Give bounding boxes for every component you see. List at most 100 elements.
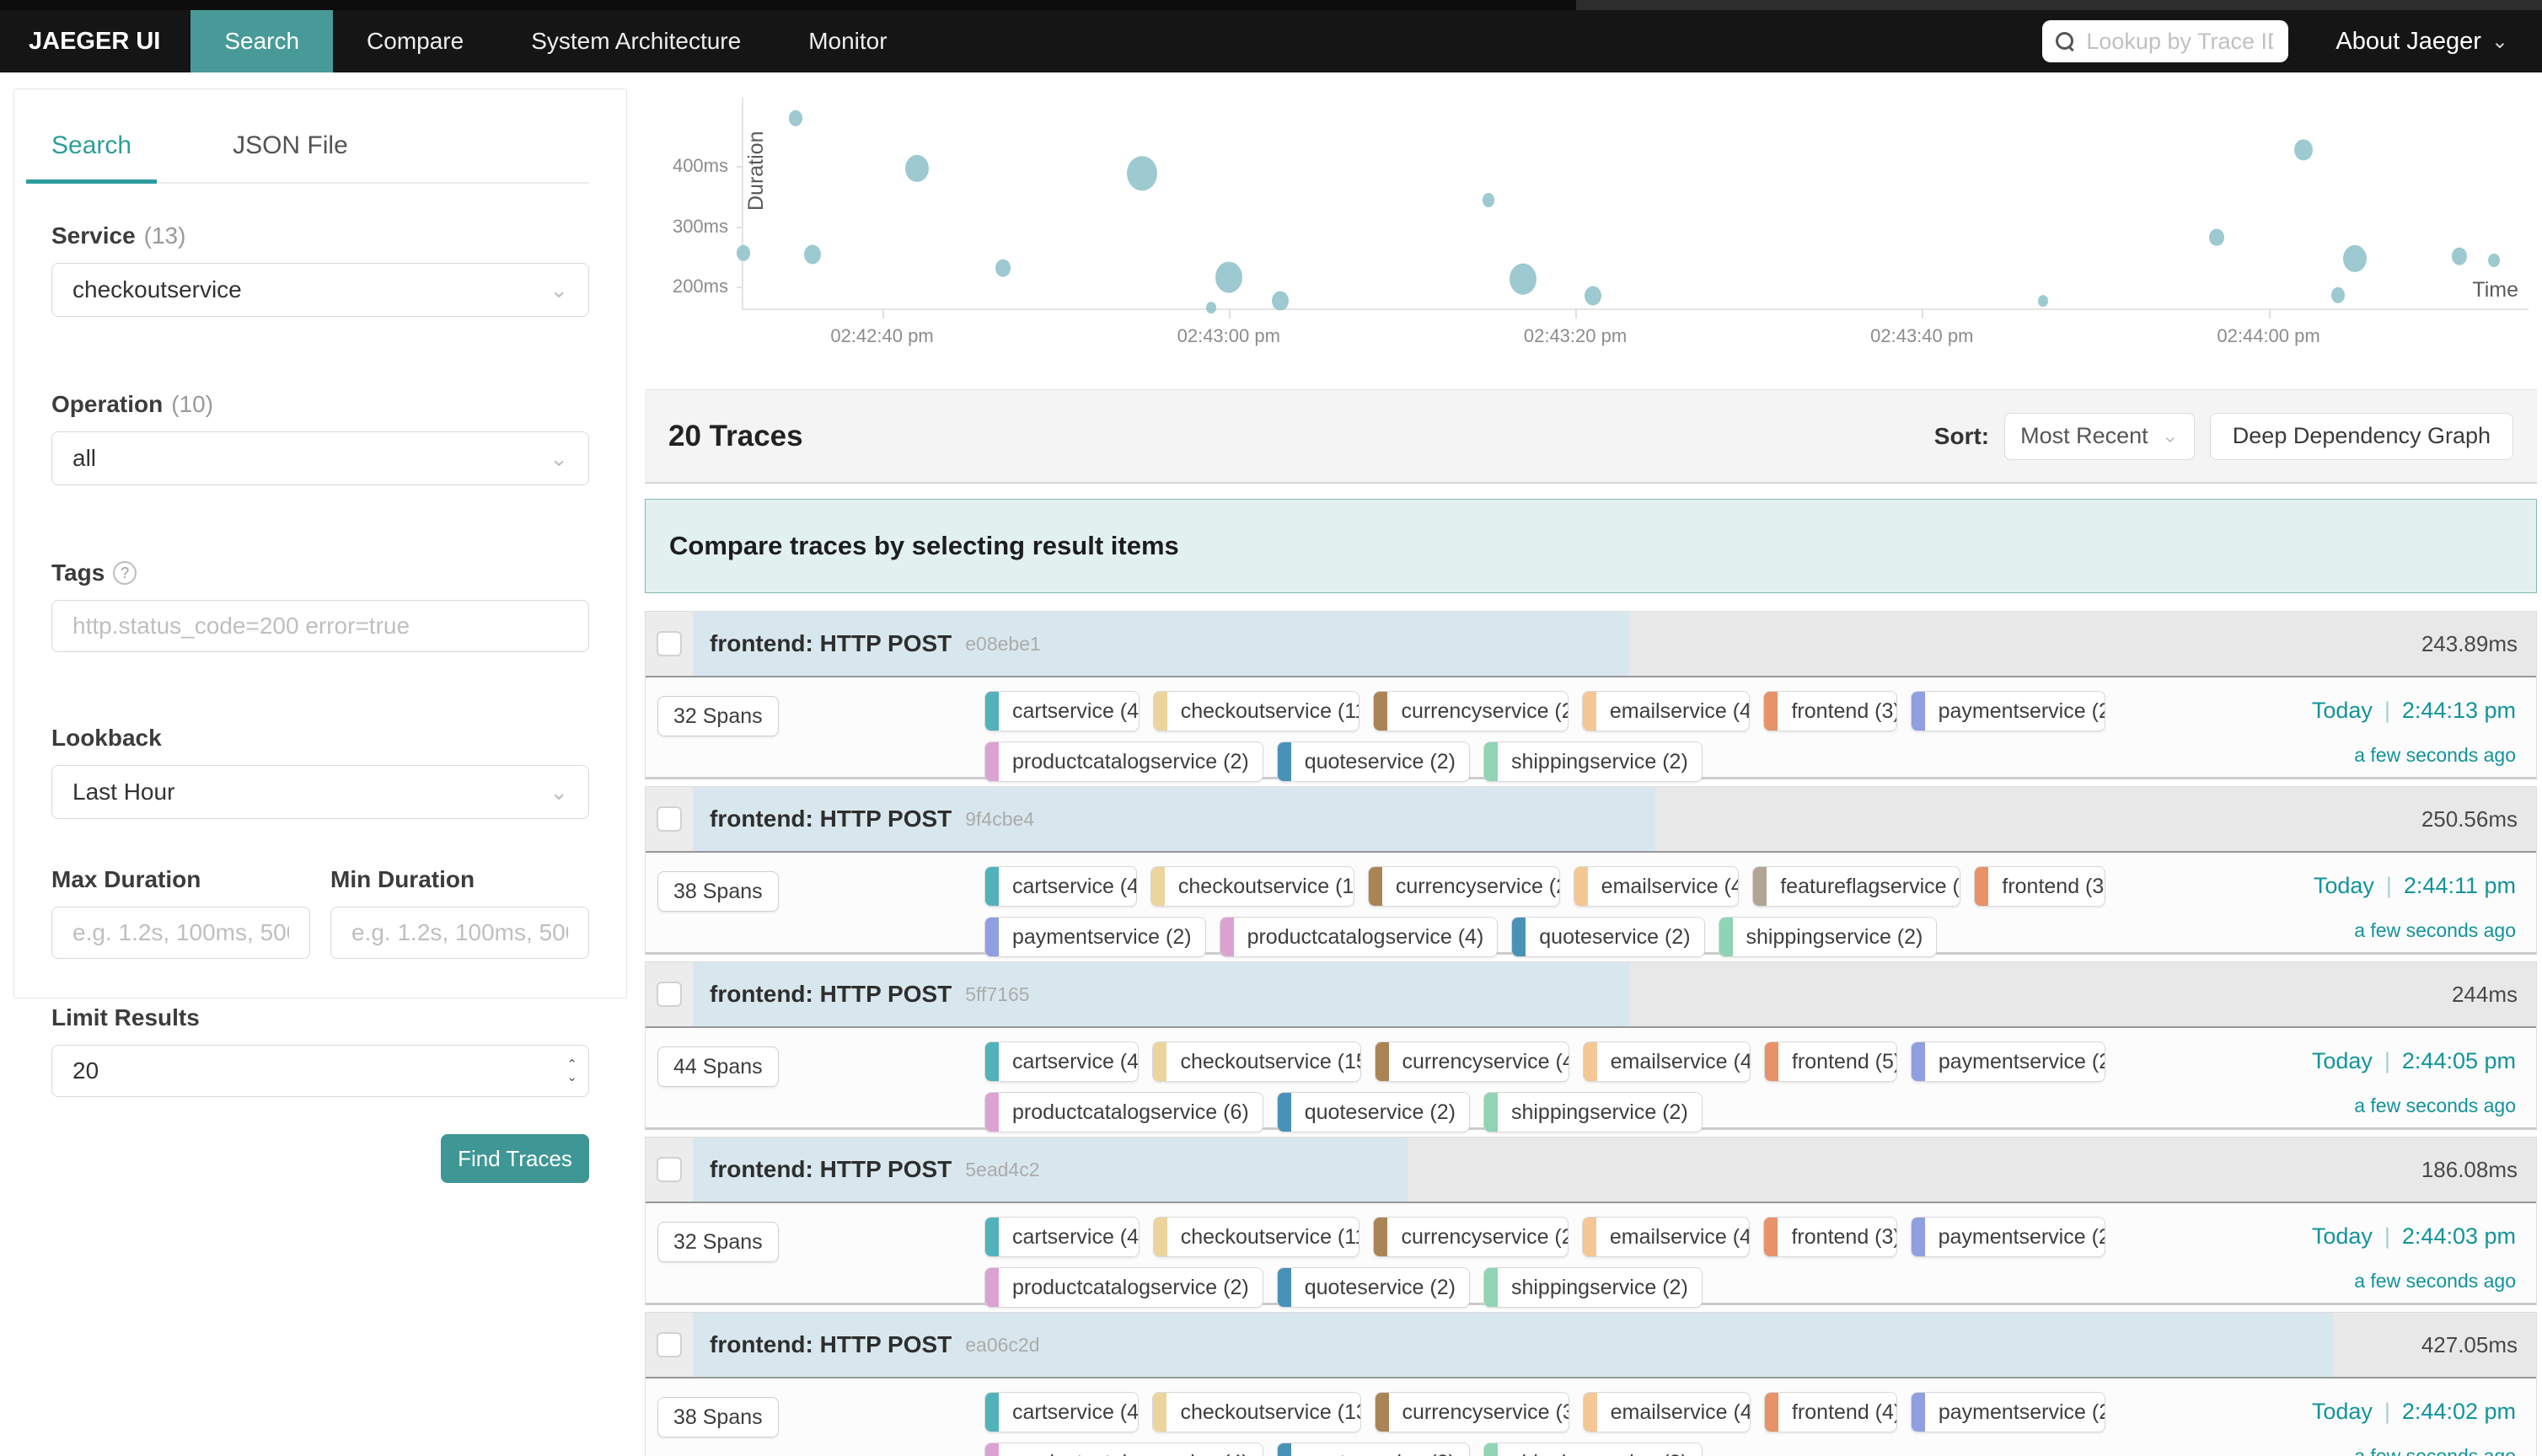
service-tag: quoteservice (2) [1276,1443,1470,1456]
scatter-point[interactable] [1272,291,1290,311]
trace-select-checkbox[interactable] [657,982,682,1007]
service-tag: currencyservice (4) [1374,1041,1569,1082]
sort-label: Sort: [1933,422,1990,449]
service-tag: emailservice (4) [1581,691,1751,731]
trace-title-line: frontend: HTTP POST e08ebe1 [693,612,2536,676]
nav-tab-compare[interactable]: Compare [367,28,464,54]
max-duration-label: Max Duration [51,866,201,892]
top-nav: JAEGER UI Search Compare System Architec… [0,10,2542,72]
limit-results-input[interactable] [51,1045,589,1097]
trace-duration-value: 427.05ms [2421,1331,2518,1357]
trace-relative-time: a few seconds ago [2354,919,2516,941]
trace-row-header: frontend: HTTP POST ea06c2d 427.05ms [646,1313,2536,1378]
service-color-bar [985,867,999,906]
service-tag: frontend (3) [1974,866,2106,907]
lookback-select[interactable]: Last Hour ⌄ [51,765,589,819]
scatter-point[interactable] [1483,193,1495,207]
scatter-point[interactable] [904,154,929,182]
service-color-bar [985,1218,999,1256]
scatter-point[interactable] [804,244,822,265]
scatter-point[interactable] [995,259,1011,277]
stepper-down-icon[interactable]: ⌄ [566,1070,577,1084]
service-select[interactable]: checkoutservice ⌄ [51,263,589,317]
max-duration-input[interactable] [51,907,310,959]
scatter-point[interactable] [737,245,750,261]
trace-title[interactable]: frontend: HTTP POST [710,1156,952,1182]
trace-time-column: Today | 2:44:11 pm a few seconds ago [2314,873,2516,942]
span-count-chip: 38 Spans [657,1397,779,1437]
service-color-bar [1150,867,1165,906]
scatter-point[interactable] [2330,287,2345,303]
stepper-up-icon[interactable]: ⌃ [566,1057,577,1072]
jaeger-logo[interactable]: JAEGER UI [29,27,161,55]
trace-relative-time: a few seconds ago [2354,1095,2516,1116]
operation-select[interactable]: all ⌄ [51,431,589,485]
trace-relative-time: a few seconds ago [2354,744,2516,766]
service-color-bar [1153,1042,1167,1081]
number-stepper[interactable]: ⌃ ⌄ [566,1053,577,1089]
scatter-point[interactable] [2451,247,2467,265]
trace-title[interactable]: frontend: HTTP POST [710,806,952,832]
trace-title[interactable]: frontend: HTTP POST [710,1331,952,1357]
scatter-point[interactable] [1215,261,1242,293]
trace-result-row[interactable]: frontend: HTTP POST 5ead4c2 186.08ms 32 … [645,1137,2537,1308]
min-duration-input[interactable] [330,907,589,959]
tab-search[interactable]: Search [26,131,158,184]
scatter-point[interactable] [2343,244,2368,272]
trace-title[interactable]: frontend: HTTP POST [710,981,952,1007]
nav-tab-search[interactable]: Search [190,10,334,72]
service-tag: currencyservice (3) [1374,1392,1569,1432]
trace-select-checkbox[interactable] [657,1157,682,1182]
trace-duration-track: frontend: HTTP POST 5ff7165 244ms [693,962,2536,1026]
service-color-bar [1764,692,1778,731]
service-tag: cartservice (4) [984,866,1137,907]
service-color-bar [1277,1268,1291,1307]
trace-title[interactable]: frontend: HTTP POST [710,630,952,656]
service-tag: paymentservice (2) [1910,1217,2105,1257]
scatter-point[interactable] [1126,156,1157,191]
trace-select-checkbox[interactable] [657,1332,682,1357]
x-tick-mark [2268,308,2271,318]
nav-tab-system-architecture[interactable]: System Architecture [531,28,742,54]
help-icon[interactable]: ? [113,561,137,585]
trace-title-line: frontend: HTTP POST 9f4cbe4 [693,787,2536,851]
sidebar-tabs: Search JSON File [26,131,589,184]
service-color-bar [1374,1218,1388,1256]
find-traces-button[interactable]: Find Traces [441,1134,589,1183]
trace-select-checkbox[interactable] [657,631,682,656]
tags-input[interactable] [51,600,589,652]
service-color-bar [1911,1218,1925,1256]
trace-select-checkbox[interactable] [657,806,682,832]
trace-result-row[interactable]: frontend: HTTP POST ea06c2d 427.05ms 38 … [645,1312,2537,1456]
service-tag: frontend (4) [1763,1392,1897,1432]
service-tag: paymentservice (2) [1910,1041,2105,1082]
scatter-point[interactable] [2487,253,2500,267]
trace-time-column: Today | 2:44:05 pm a few seconds ago [2312,1048,2516,1117]
span-count-chip: 38 Spans [657,871,779,912]
sort-controls: Sort: Most Recent ⌄ Deep Dependency Grap… [1933,412,2513,460]
scatter-point[interactable] [788,110,802,126]
trace-result-row[interactable]: frontend: HTTP POST 5ff7165 244ms 44 Spa… [645,961,2537,1132]
scatter-point[interactable] [1584,286,1601,306]
date-time-separator: | [2384,1048,2390,1073]
service-color-bar [1764,1218,1778,1256]
about-jaeger-menu[interactable]: About Jaeger ⌄ [2336,28,2508,56]
service-color-bar [1483,1093,1498,1132]
scatter-point[interactable] [1206,302,1217,314]
trace-result-row[interactable]: frontend: HTTP POST e08ebe1 243.89ms 32 … [645,611,2537,782]
trace-id: e08ebe1 [965,632,1041,655]
scatter-point[interactable] [1510,263,1537,295]
scatter-point[interactable] [2208,228,2224,247]
trace-result-row[interactable]: frontend: HTTP POST 9f4cbe4 250.56ms 38 … [645,786,2537,957]
tab-json-file[interactable]: JSON File [233,131,348,159]
trace-id-lookup-input[interactable] [2084,27,2276,56]
date-time-separator: | [2384,1399,2390,1424]
x-tick-mark [1228,308,1231,318]
search-sidebar: Search JSON File Service (13) checkoutser… [13,88,627,1183]
deep-dependency-graph-button[interactable]: Deep Dependency Graph [2209,412,2513,460]
sort-select[interactable]: Most Recent ⌄ [2004,412,2195,460]
service-tag: shippingservice (2) [1483,1443,1703,1456]
nav-tab-monitor[interactable]: Monitor [808,28,888,54]
scatter-point[interactable] [2293,139,2313,161]
scatter-point[interactable] [2038,294,2049,307]
